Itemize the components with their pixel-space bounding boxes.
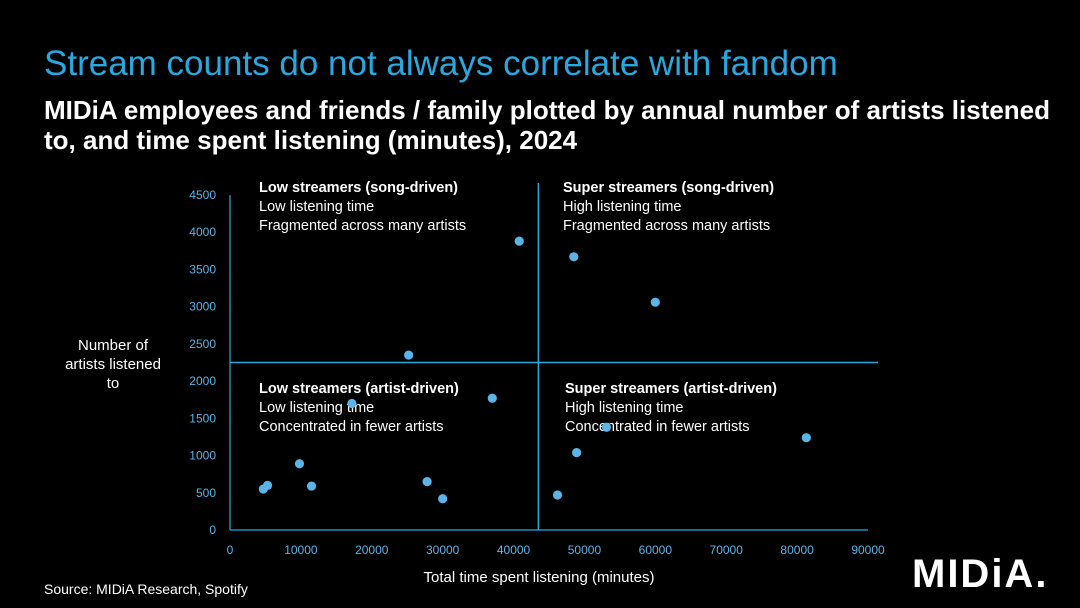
data-point: [650, 297, 660, 307]
data-point: [262, 480, 273, 490]
data-point: [306, 481, 317, 491]
data-point: [552, 490, 563, 500]
data-point: [569, 252, 579, 262]
chart-title: Stream counts do not always correlate wi…: [44, 44, 838, 83]
midia-logo: MIDiA.: [912, 552, 1049, 596]
quadrant-desc-bottom-right: Concentrated in fewer artists: [565, 419, 750, 435]
quadrant-title-bottom-left: Low streamers (artist-driven): [259, 381, 459, 397]
x-tick-label: 60000: [639, 543, 673, 557]
data-point: [601, 422, 612, 432]
y-tick-label: 2000: [189, 374, 216, 388]
data-point: [801, 433, 811, 443]
y-tick-label: 3500: [189, 262, 216, 276]
x-tick-label: 70000: [710, 543, 744, 557]
quadrant-title-top-right: Super streamers (song-driven): [563, 180, 774, 196]
quadrant-desc-bottom-left: Concentrated in fewer artists: [259, 419, 444, 435]
x-tick-label: 0: [227, 543, 234, 557]
data-point: [347, 398, 357, 409]
data-point: [404, 350, 414, 360]
data-point: [487, 393, 497, 403]
y-tick-label: 4000: [189, 225, 216, 239]
data-point: [294, 459, 305, 469]
x-tick-label: 80000: [780, 543, 814, 557]
y-tick-label: 3000: [189, 300, 216, 314]
x-tick-label: 20000: [355, 543, 389, 557]
quadrant-title-bottom-right: Super streamers (artist-driven): [565, 381, 777, 397]
quadrant-desc-top-right: Fragmented across many artists: [563, 218, 770, 234]
chart-subtitle: MIDiA employees and friends / family plo…: [44, 95, 1051, 155]
x-tick-label: 30000: [426, 543, 460, 557]
y-tick-label: 0: [209, 523, 216, 537]
x-tick-label: 50000: [568, 543, 602, 557]
x-tick-label: 10000: [284, 543, 318, 557]
y-tick-label: 500: [196, 486, 216, 500]
quadrant-desc-top-right: High listening time: [563, 199, 681, 215]
quadrant-desc-top-left: Low listening time: [259, 199, 374, 215]
data-point: [438, 494, 448, 504]
data-point: [572, 447, 582, 458]
quadrant-desc-bottom-right: High listening time: [565, 400, 683, 416]
y-tick-label: 1500: [189, 411, 216, 425]
quadrant-desc-bottom-left: Low listening time: [259, 400, 374, 416]
x-tick-label: 90000: [851, 543, 885, 557]
y-tick-label: 4500: [189, 188, 216, 202]
x-axis-label: Total time spent listening (minutes): [423, 569, 655, 586]
y-tick-label: 1000: [189, 449, 216, 463]
data-point: [422, 477, 432, 487]
quadrant-desc-top-left: Fragmented across many artists: [259, 218, 466, 234]
quadrant-title-top-left: Low streamers (song-driven): [259, 180, 458, 196]
data-point: [514, 236, 524, 246]
x-tick-label: 40000: [497, 543, 531, 557]
y-tick-label: 2500: [189, 337, 216, 351]
source-note: Source: MIDiA Research, Spotify: [44, 581, 248, 597]
y-axis-label: Number of artists listened to: [65, 337, 161, 392]
